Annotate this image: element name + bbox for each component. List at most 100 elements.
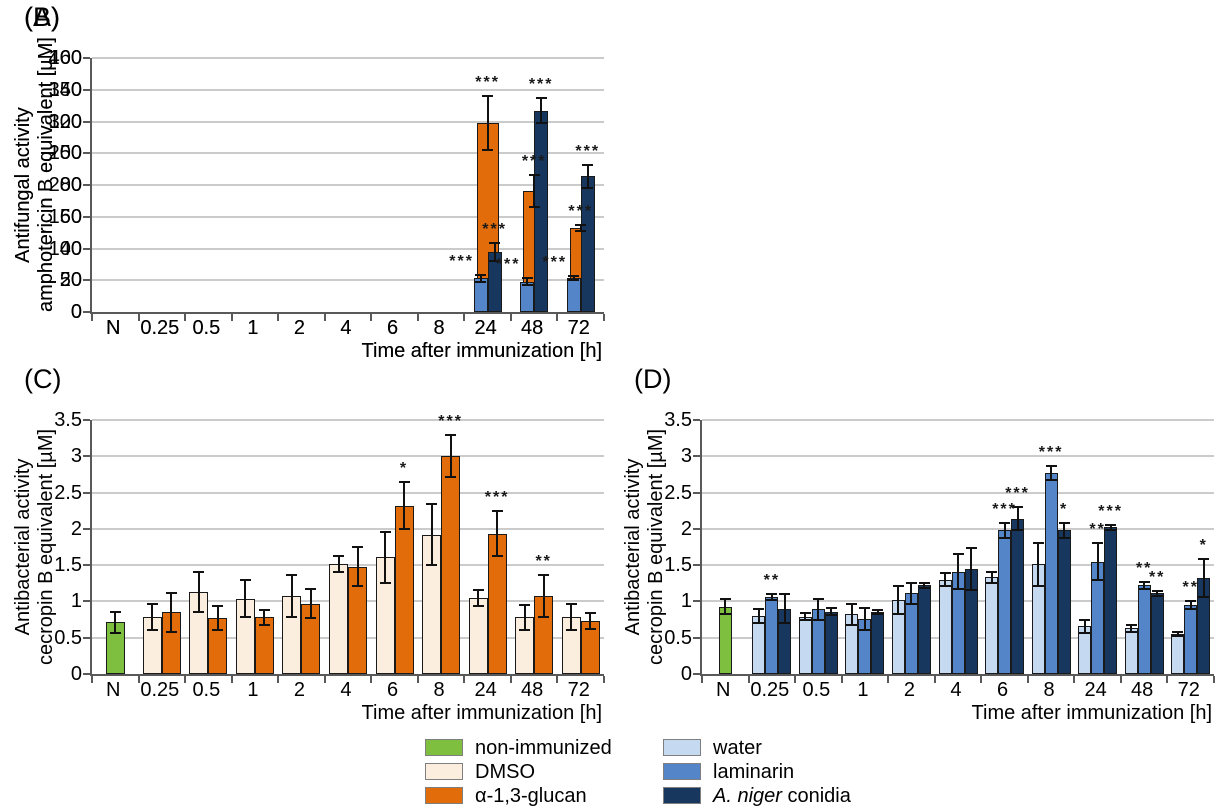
x-axis-tick (887, 676, 890, 683)
significance-marker: *** (449, 252, 474, 270)
error-bar (309, 589, 312, 619)
error-bar-cap (212, 604, 224, 607)
panel-label-D: (D) (634, 364, 672, 394)
error-bar-cap (1138, 580, 1150, 583)
error-bar-cap (333, 554, 344, 557)
error-bar-cap (538, 573, 550, 576)
bar-laminarin-72 (1184, 605, 1198, 674)
error-bar-cap (859, 606, 871, 609)
error-bar-cap (521, 277, 533, 280)
error-bar (804, 613, 807, 621)
error-bar-cap (1125, 630, 1137, 633)
y-axis-title-text: Antibacterial activity cecropin B equival… (622, 420, 670, 674)
x-axis-tick (230, 314, 233, 321)
bar-dmso-4 (329, 563, 348, 674)
x-tick-label: 72 (567, 317, 590, 339)
bar-conidia-1 (871, 612, 885, 674)
x-axis-tick (370, 314, 373, 321)
y-tick-label: 1.5 (54, 554, 82, 577)
x-tick-label: 0.25 (140, 317, 180, 339)
error-bar-cap (799, 612, 811, 615)
error-bar (570, 604, 573, 631)
y-axis-tick (83, 673, 90, 675)
y-axis-tick (83, 527, 90, 530)
gridline (92, 564, 604, 567)
error-bar (770, 594, 773, 600)
y-axis-tick (693, 455, 700, 458)
error-bar-cap (719, 612, 731, 615)
x-tick-label: 0.25 (140, 679, 180, 701)
legend-swatch-laminarin (663, 763, 701, 780)
gridline (702, 527, 1214, 530)
error-bar-cap (859, 628, 871, 631)
error-bar (1156, 590, 1159, 597)
error-bar-cap (965, 588, 977, 591)
gridline (92, 491, 604, 494)
gridline (702, 455, 1214, 458)
x-tick-label: 48 (521, 679, 544, 701)
error-bar-cap (193, 611, 205, 614)
error-bar (863, 607, 866, 630)
error-bar-cap (398, 481, 410, 484)
legend-swatch-non_immunized (425, 739, 463, 756)
error-bar-cap (1125, 623, 1137, 626)
error-bar-cap (1045, 465, 1057, 468)
y-tick-label: 150 (48, 205, 82, 228)
bar-conidia-48 (1150, 593, 1164, 674)
y-axis-tick (83, 419, 90, 421)
gridline (702, 491, 1214, 494)
error-bar (572, 275, 575, 280)
x-axis-tick (556, 314, 559, 321)
error-bar-cap (445, 434, 457, 437)
gridline (92, 215, 604, 218)
x-tick-label: 2 (293, 679, 305, 701)
bar-laminarin-0.25 (765, 597, 779, 674)
x-tick-label: 2 (903, 679, 915, 701)
error-bar (430, 504, 433, 566)
error-bar (533, 175, 536, 208)
x-axis-tick (1213, 676, 1215, 683)
error-bar-cap (1138, 588, 1150, 591)
y-tick-label: 160 (48, 47, 82, 69)
error-bar-cap (535, 97, 547, 99)
x-axis-tick (1119, 676, 1122, 683)
error-bar-cap (146, 603, 158, 606)
x-tick-label: 24 (474, 679, 497, 701)
x-tick-label: 0.5 (192, 317, 221, 339)
error-bar (1109, 525, 1112, 530)
y-tick-label: 1 (680, 590, 692, 613)
x-axis-tick (509, 676, 512, 683)
significance-marker: *** (528, 76, 554, 93)
x-tick-label: 4 (340, 317, 352, 339)
x-tick-label: 2 (293, 317, 305, 339)
legend-label-part: laminarin (713, 761, 795, 783)
x-axis-title: Time after immunization [h] (361, 340, 602, 362)
error-bar-cap (528, 206, 540, 209)
x-tick-label: 6 (996, 679, 1009, 701)
x-tick-label: 1 (247, 317, 259, 339)
error-bar-cap (1172, 630, 1184, 633)
significance-marker: *** (482, 220, 507, 238)
legend-swatch-dmso (425, 763, 463, 780)
x-tick-label: 4 (340, 679, 352, 701)
error-bar-cap (519, 604, 531, 607)
gridline (702, 419, 1214, 421)
error-bar (170, 592, 173, 632)
error-bar-cap (918, 581, 930, 584)
y-axis-tick (693, 636, 700, 639)
error-bar-cap (892, 585, 904, 588)
x-axis-tick (603, 314, 605, 321)
error-bar (523, 605, 526, 630)
chart-panel-D: (D) ** *** *** *** * ** *** ** ** ** * 0 0.5 1 1.5 2 2.… (610, 362, 1220, 724)
y-tick-label: 2.5 (664, 481, 692, 504)
significance-marker: *** (1098, 503, 1123, 521)
y-tick-label: 100 (48, 142, 82, 165)
error-bar-cap (521, 283, 533, 286)
error-bar (589, 613, 592, 629)
error-bar-cap (1105, 524, 1117, 527)
y-axis-title-line1: Antifungal activity (12, 107, 34, 263)
x-tick-label: 24 (474, 317, 497, 339)
significance-marker: ** (1089, 520, 1106, 538)
error-bar-cap (986, 571, 998, 574)
gridline (92, 184, 604, 186)
